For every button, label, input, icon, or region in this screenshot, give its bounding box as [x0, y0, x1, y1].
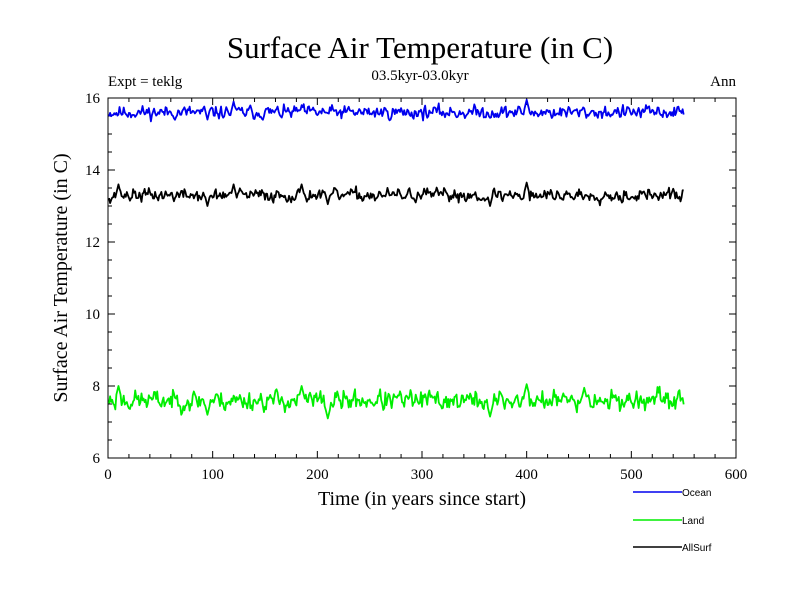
y-tick-label: 16 — [85, 91, 101, 107]
series-group — [108, 98, 685, 420]
x-tick-label: 300 — [411, 467, 434, 483]
legend: Ocean Land AllSurf — [633, 488, 712, 554]
series-line-ocean — [108, 98, 685, 123]
legend-label-ocean: Ocean — [682, 488, 711, 499]
y-tick-label: 8 — [93, 379, 101, 395]
chart-subtitle: 03.5kyr-03.0kyr — [371, 68, 468, 84]
y-axis-label: Surface Air Temperature (in C) — [50, 153, 72, 402]
x-tick-label: 0 — [104, 467, 112, 483]
x-tick-label: 400 — [515, 467, 538, 483]
x-tick-label: 200 — [306, 467, 329, 483]
y-axis: 6 8 10 12 14 16 — [85, 91, 736, 467]
series-line-land — [108, 383, 685, 420]
legend-label-land: Land — [682, 516, 704, 527]
chart-title: Surface Air Temperature (in C) — [227, 30, 613, 65]
series-line-allsurf — [108, 181, 684, 207]
season-label: Ann — [710, 74, 736, 90]
y-tick-label: 12 — [85, 235, 100, 251]
x-tick-label: 100 — [201, 467, 224, 483]
x-tick-label: 600 — [725, 467, 748, 483]
x-tick-label: 500 — [620, 467, 643, 483]
y-tick-label: 6 — [93, 451, 101, 467]
experiment-label: Expt = teklg — [108, 74, 183, 90]
y-tick-label: 14 — [85, 163, 101, 179]
legend-label-allsurf: AllSurf — [682, 543, 712, 554]
x-axis: 0 100 200 300 400 500 600 — [104, 98, 747, 483]
y-tick-label: 10 — [85, 307, 100, 323]
x-axis-label: Time (in years since start) — [318, 488, 526, 510]
